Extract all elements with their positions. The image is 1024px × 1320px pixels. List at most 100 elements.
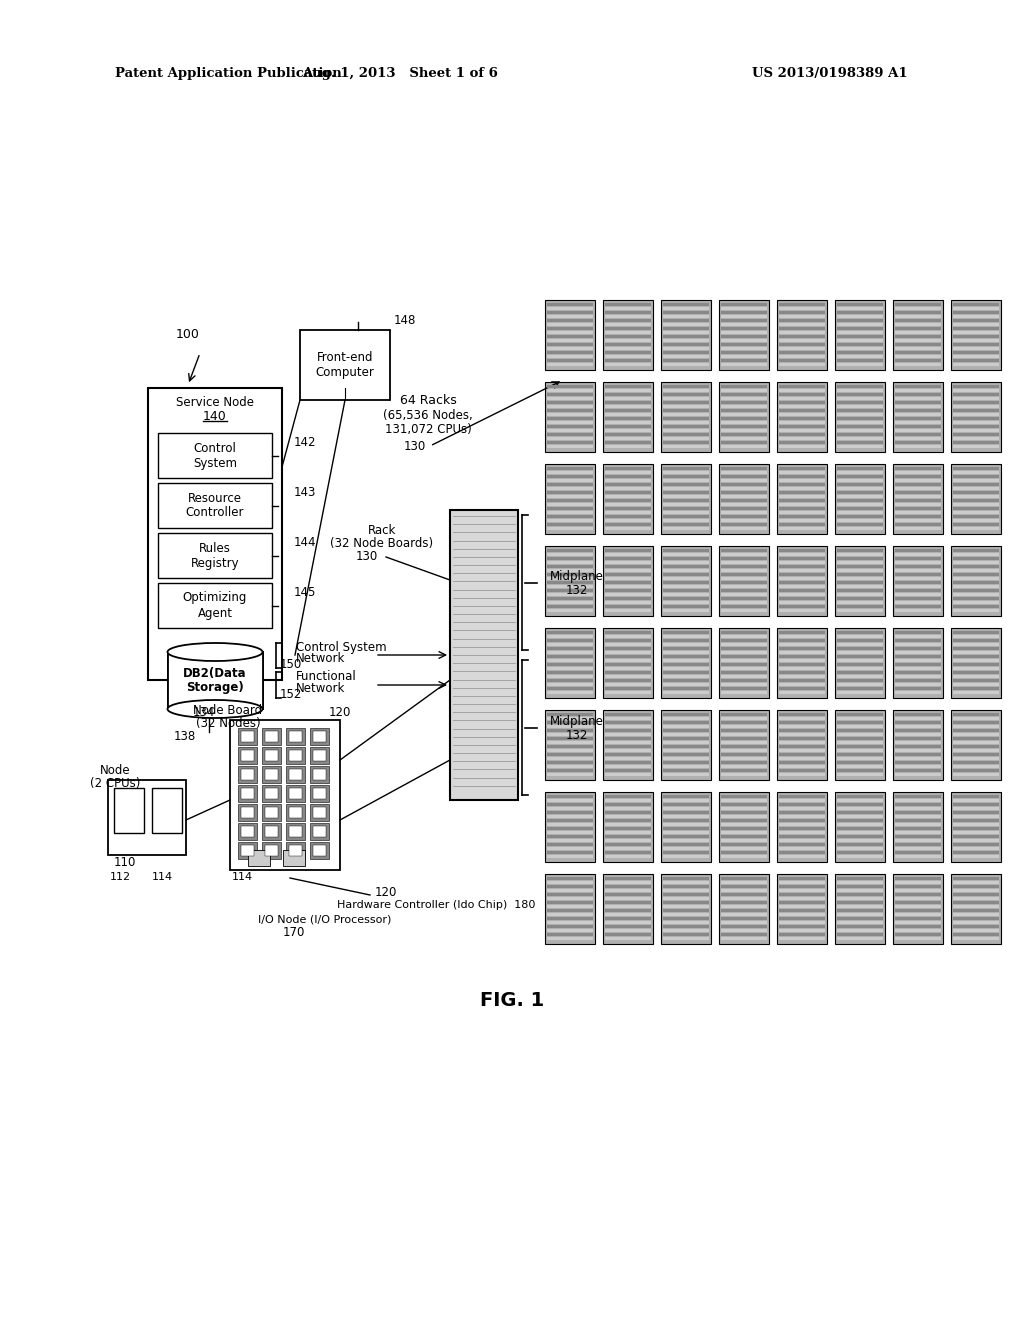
Bar [547, 929, 593, 932]
Bar [721, 519, 767, 523]
Bar [837, 605, 883, 609]
Bar [663, 762, 709, 764]
Bar [663, 752, 709, 756]
Bar [837, 323, 883, 326]
Bar [837, 929, 883, 932]
Bar [893, 546, 943, 616]
Bar [605, 690, 651, 694]
Bar [663, 717, 709, 721]
Bar [721, 748, 767, 752]
Bar [837, 807, 883, 810]
Bar [721, 429, 767, 433]
Bar [953, 565, 999, 569]
Bar [953, 569, 999, 573]
Bar [835, 874, 885, 944]
Bar [779, 686, 825, 690]
Bar [547, 527, 593, 531]
Bar [310, 766, 329, 783]
Bar [895, 429, 941, 433]
Text: 150: 150 [280, 659, 302, 672]
Bar [547, 925, 593, 928]
Bar [547, 855, 593, 858]
Bar [310, 842, 329, 859]
Bar [895, 639, 941, 643]
Bar [663, 925, 709, 928]
Bar [837, 843, 883, 846]
Bar [663, 331, 709, 334]
Bar [108, 780, 186, 855]
Bar [837, 682, 883, 686]
Bar [663, 876, 709, 880]
Bar [837, 475, 883, 478]
Bar [238, 747, 257, 764]
Bar [662, 874, 711, 944]
Bar [721, 393, 767, 396]
Bar [953, 409, 999, 412]
Bar [837, 359, 883, 363]
Bar [837, 401, 883, 404]
Bar [663, 898, 709, 900]
Bar [837, 503, 883, 507]
Bar [953, 609, 999, 612]
Bar [721, 756, 767, 760]
Bar [953, 549, 999, 552]
Text: 110: 110 [114, 855, 136, 869]
Bar [721, 655, 767, 659]
Bar [605, 389, 651, 392]
Bar [779, 884, 825, 888]
Bar [547, 445, 593, 449]
Bar [547, 601, 593, 605]
Bar [837, 818, 883, 822]
Bar [663, 593, 709, 597]
Bar [953, 308, 999, 310]
Bar [779, 655, 825, 659]
Bar [241, 770, 254, 780]
Bar [605, 822, 651, 826]
Bar [895, 741, 941, 744]
Bar [895, 593, 941, 597]
Bar [779, 671, 825, 675]
Bar [662, 710, 711, 780]
Bar [262, 804, 281, 821]
Bar [662, 546, 711, 616]
Bar [547, 741, 593, 744]
Bar [721, 479, 767, 482]
Bar [837, 425, 883, 429]
Bar [953, 937, 999, 940]
Bar [837, 577, 883, 581]
Bar [953, 339, 999, 342]
Bar [837, 335, 883, 338]
Bar [721, 690, 767, 694]
Bar [605, 393, 651, 396]
Bar [605, 601, 651, 605]
Bar [721, 585, 767, 589]
Bar [547, 401, 593, 404]
Bar [663, 909, 709, 912]
Bar [837, 304, 883, 306]
Bar [605, 425, 651, 429]
Bar [779, 876, 825, 880]
Bar [547, 888, 593, 892]
Bar [663, 799, 709, 803]
Bar [547, 479, 593, 482]
Bar [953, 855, 999, 858]
Bar [547, 499, 593, 503]
Bar [605, 921, 651, 924]
Bar [663, 355, 709, 359]
Bar [953, 880, 999, 884]
Bar [721, 327, 767, 330]
Bar [953, 663, 999, 667]
Bar [895, 397, 941, 400]
Bar [837, 609, 883, 612]
Bar [663, 347, 709, 350]
Bar [663, 323, 709, 326]
Bar [662, 465, 711, 535]
Text: Control
System: Control System [193, 441, 237, 470]
Text: 152: 152 [280, 688, 302, 701]
Bar [545, 710, 595, 780]
Bar [605, 737, 651, 741]
Bar [779, 471, 825, 474]
Bar [241, 788, 254, 799]
Bar [779, 421, 825, 425]
Bar [895, 597, 941, 601]
